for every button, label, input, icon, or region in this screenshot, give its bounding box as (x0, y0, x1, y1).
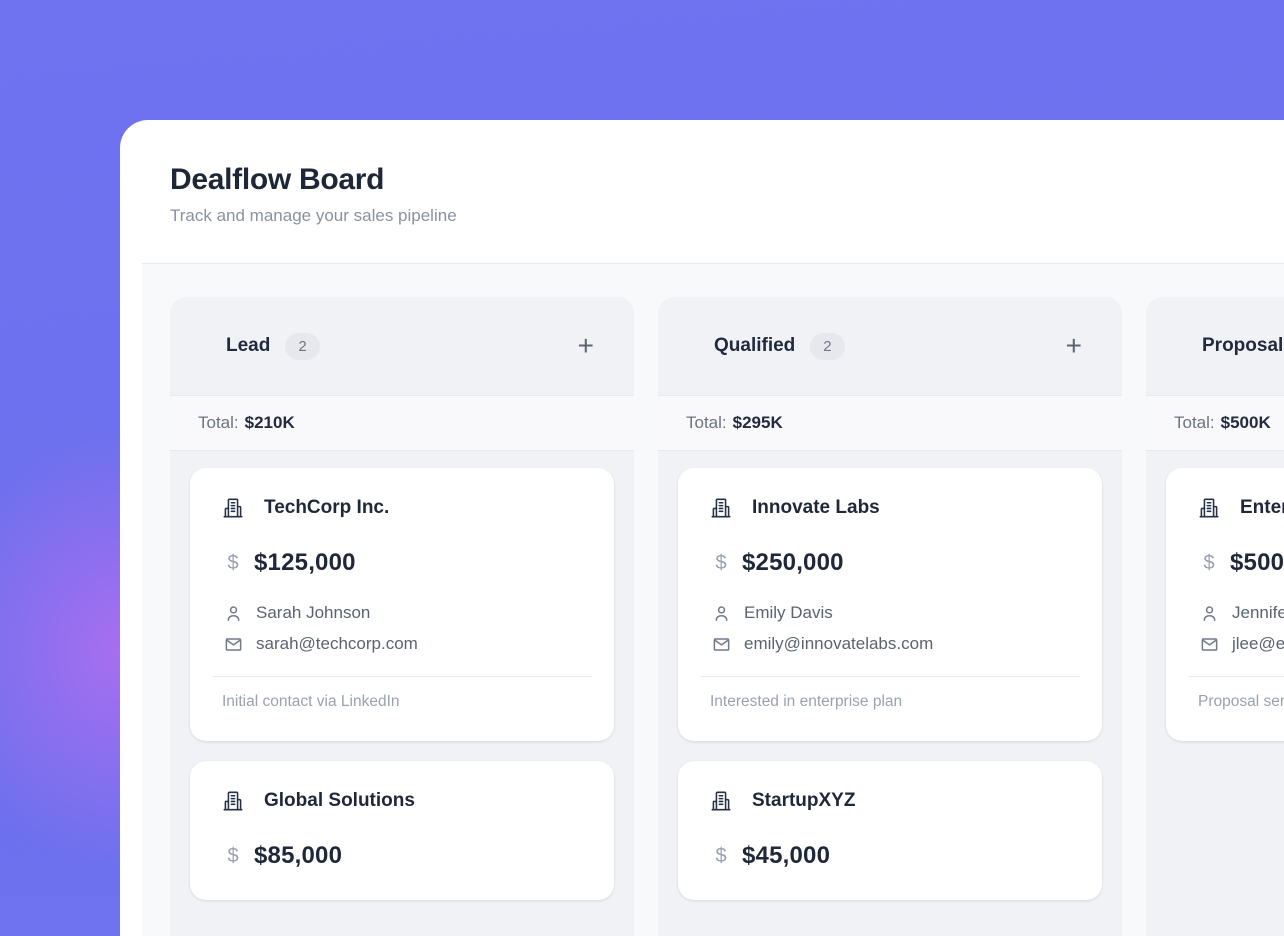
deal-email-row: emily@innovatelabs.com (710, 634, 1070, 654)
column-total-value: $500K (1220, 413, 1271, 432)
page-subtitle: Track and manage your sales pipeline (170, 206, 457, 225)
pipeline-column-proposal: Proposal 1 + Total: $500K Enterprise Co $ (1146, 297, 1284, 936)
column-total-label: Total: (1174, 413, 1215, 432)
deal-amount: $85,000 (254, 842, 343, 869)
deal-note: Interested in enterprise plan (710, 693, 903, 710)
column-count-badge: 2 (285, 332, 320, 360)
deal-company-name: Innovate Labs (752, 497, 880, 518)
deal-amount-row: $ $250,000 (710, 549, 1070, 577)
deal-card[interactable]: Global Solutions $ $85,000 (190, 761, 614, 900)
column-total-label: Total: (686, 413, 727, 432)
deal-company-name: Global Solutions (264, 790, 415, 811)
deal-company-row: Enterprise Co (1198, 497, 1284, 519)
deal-card[interactable]: Enterprise Co $ $500,000 Jennifer Lee (1166, 468, 1284, 741)
deal-card[interactable]: StartupXYZ $ $45,000 (678, 761, 1102, 900)
column-total-value: $210K (244, 413, 295, 432)
deal-amount: $125,000 (254, 549, 356, 576)
dollar-icon: $ (227, 844, 239, 867)
user-icon (710, 604, 732, 623)
deal-company-name: StartupXYZ (752, 790, 856, 811)
column-total-bar: Total: $295K (658, 395, 1122, 451)
column-total-value: $295K (732, 413, 783, 432)
column-title: Proposal (1202, 335, 1284, 356)
pipeline-column-qualified: Qualified 2 + Total: $295K Innovate Labs … (658, 297, 1122, 936)
deal-amount: $45,000 (742, 842, 831, 869)
column-title: Qualified (714, 335, 796, 356)
deal-amount-row: $ $85,000 (222, 842, 582, 870)
deal-note: Proposal sent (1198, 693, 1284, 710)
pipeline-board: Lead 2 + Total: $210K TechCorp Inc. $ $1 (142, 263, 1284, 936)
deal-amount-row: $ $125,000 (222, 549, 582, 577)
column-total-bar: Total: $210K (170, 395, 634, 451)
deal-amount: $500,000 (1230, 549, 1284, 576)
building-icon (1198, 497, 1220, 519)
dollar-icon: $ (715, 551, 727, 574)
deal-note: Initial contact via LinkedIn (222, 693, 400, 710)
deal-company-row: StartupXYZ (710, 790, 1070, 812)
column-cards: TechCorp Inc. $ $125,000 Sarah Johnson (170, 451, 634, 920)
app-header: Dealflow Board Track and manage your sal… (142, 120, 1284, 263)
column-total-bar: Total: $500K (1146, 395, 1284, 451)
column-title: Lead (226, 335, 271, 356)
card-divider (212, 676, 592, 677)
building-icon (222, 497, 244, 519)
dollar-icon: $ (227, 551, 239, 574)
add-deal-button[interactable]: + (1065, 330, 1082, 361)
deal-company-row: TechCorp Inc. (222, 497, 582, 519)
column-header: Lead 2 + (170, 297, 634, 395)
deal-amount: $250,000 (742, 549, 844, 576)
deal-contact-row: Jennifer Lee (1198, 603, 1284, 623)
mail-icon (222, 635, 244, 654)
column-header: Proposal 1 + (1146, 297, 1284, 395)
deal-company-name: TechCorp Inc. (264, 497, 390, 518)
add-deal-button[interactable]: + (577, 330, 594, 361)
app-panel: Dealflow Board Track and manage your sal… (120, 120, 1284, 936)
column-cards: Innovate Labs $ $250,000 Emily Davis e (658, 451, 1122, 920)
deal-contact-row: Emily Davis (710, 603, 1070, 623)
user-icon (1198, 604, 1220, 623)
mail-icon (710, 635, 732, 654)
deal-company-row: Global Solutions (222, 790, 582, 812)
deal-email-row: jlee@enterprise.com (1198, 634, 1284, 654)
deal-contact-row: Sarah Johnson (222, 603, 582, 623)
deal-amount-row: $ $500,000 (1198, 549, 1284, 577)
deal-email: jlee@enterprise.com (1232, 634, 1284, 653)
pipeline-column-lead: Lead 2 + Total: $210K TechCorp Inc. $ $1 (170, 297, 634, 936)
deal-amount-row: $ $45,000 (710, 842, 1070, 870)
mail-icon (1198, 635, 1220, 654)
column-total-label: Total: (198, 413, 239, 432)
column-cards: Enterprise Co $ $500,000 Jennifer Lee (1146, 451, 1284, 761)
deal-company-row: Innovate Labs (710, 497, 1070, 519)
dollar-icon: $ (715, 844, 727, 867)
dollar-icon: $ (1203, 551, 1215, 574)
deal-contact-name: Sarah Johnson (256, 603, 371, 622)
deal-card[interactable]: Innovate Labs $ $250,000 Emily Davis e (678, 468, 1102, 741)
card-divider (700, 676, 1080, 677)
page-title: Dealflow Board (170, 163, 385, 196)
user-icon (222, 604, 244, 623)
deal-email-row: sarah@techcorp.com (222, 634, 582, 654)
deal-company-name: Enterprise Co (1240, 497, 1284, 518)
deal-card[interactable]: TechCorp Inc. $ $125,000 Sarah Johnson (190, 468, 614, 741)
deal-contact-name: Emily Davis (744, 603, 833, 622)
board-columns: Lead 2 + Total: $210K TechCorp Inc. $ $1 (170, 297, 1284, 936)
column-header: Qualified 2 + (658, 297, 1122, 395)
deal-email: sarah@techcorp.com (256, 634, 418, 653)
building-icon (710, 497, 732, 519)
deal-contact-name: Jennifer Lee (1232, 603, 1284, 622)
card-divider (1188, 676, 1284, 677)
column-count-badge: 2 (810, 332, 845, 360)
building-icon (222, 790, 244, 812)
deal-email: emily@innovatelabs.com (744, 634, 934, 653)
building-icon (710, 790, 732, 812)
